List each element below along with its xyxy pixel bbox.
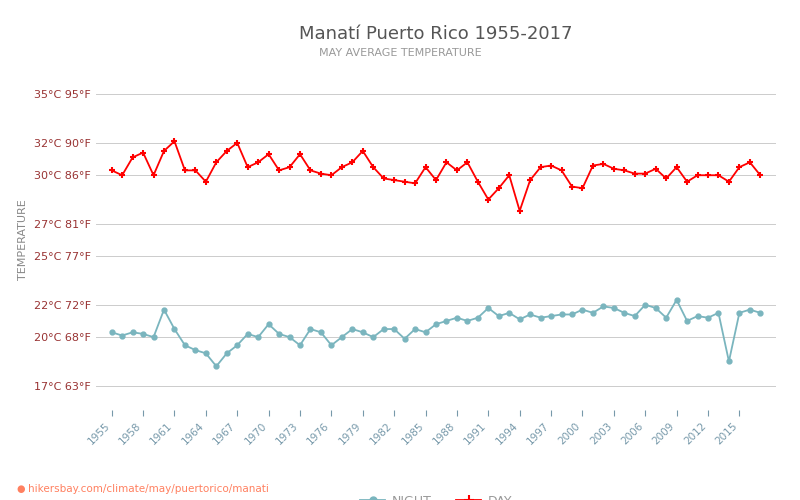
Y-axis label: TEMPERATURE: TEMPERATURE <box>18 200 29 280</box>
Text: MAY AVERAGE TEMPERATURE: MAY AVERAGE TEMPERATURE <box>318 48 482 58</box>
Legend: NIGHT, DAY: NIGHT, DAY <box>355 490 517 500</box>
Text: hikersbay.com/climate/may/puertorico/manati: hikersbay.com/climate/may/puertorico/man… <box>28 484 269 494</box>
Text: ●: ● <box>16 484 25 494</box>
Title: Manatí Puerto Rico 1955-2017: Manatí Puerto Rico 1955-2017 <box>299 26 573 44</box>
